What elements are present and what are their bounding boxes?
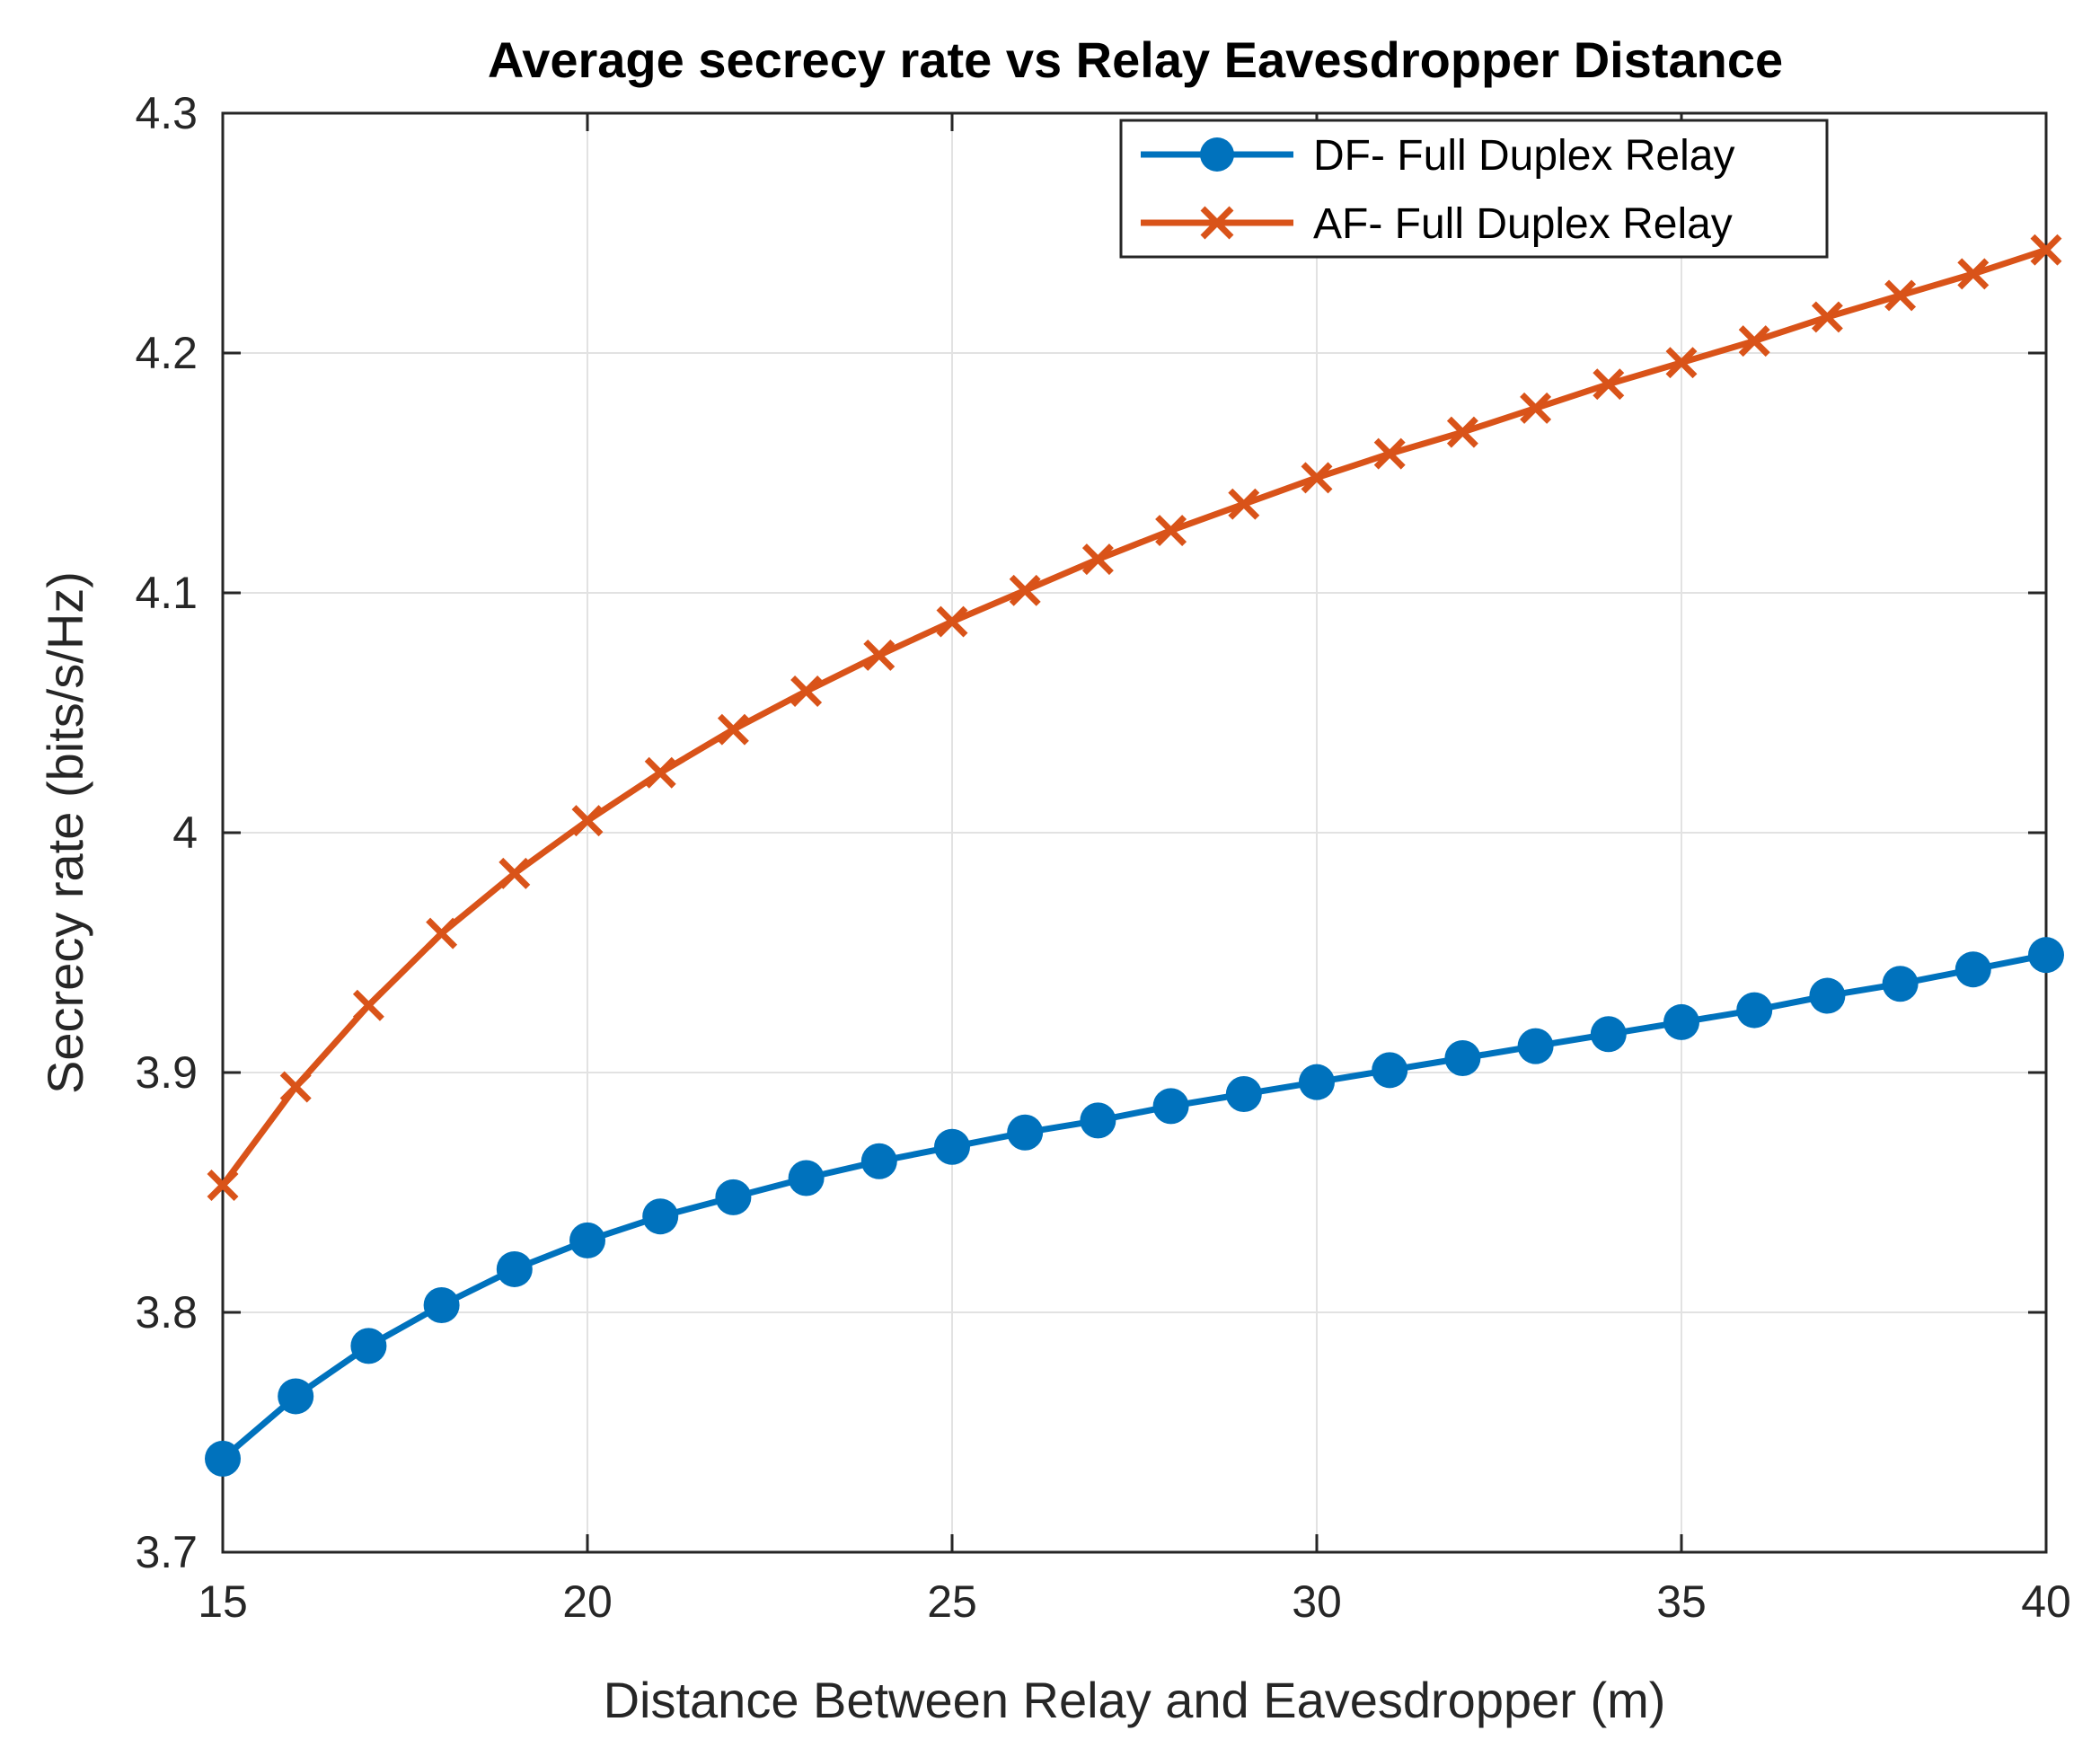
data-point — [1809, 977, 1846, 1014]
data-point — [1957, 258, 1990, 290]
legend-label-af: AF- Full Duplex Relay — [1313, 200, 1733, 248]
axis-ticks: 15 20 25 30 35 40 3.7 3.8 3.9 4 4.1 4.2 4.3 — [135, 88, 2070, 1627]
data-point — [1373, 437, 1406, 470]
data-point — [1736, 992, 1773, 1029]
data-point — [205, 1440, 241, 1477]
y-axis-label: Secrecy rate (bits/s/Hz) — [37, 571, 93, 1094]
x-tick-label: 25 — [927, 1576, 977, 1627]
data-point — [1954, 951, 1991, 988]
data-point — [1811, 301, 1843, 333]
data-point — [1007, 1114, 1044, 1151]
legend-marker-af — [1200, 206, 1234, 240]
data-point — [1152, 1088, 1189, 1125]
y-tick-label: 4 — [172, 808, 198, 858]
series-layer — [205, 234, 2064, 1477]
x-tick-label: 40 — [2021, 1576, 2071, 1627]
data-point — [934, 1128, 970, 1165]
y-tick-label: 4.1 — [135, 568, 198, 618]
y-tick-label: 3.9 — [135, 1047, 198, 1098]
y-tick-label: 3.7 — [135, 1527, 198, 1577]
data-point — [1738, 325, 1770, 358]
data-point — [423, 1286, 460, 1323]
data-point — [642, 1198, 679, 1235]
series-af — [207, 234, 2062, 1201]
data-point — [496, 1250, 533, 1287]
data-point — [1446, 416, 1478, 448]
data-point — [788, 1160, 825, 1196]
data-point — [1590, 1016, 1627, 1053]
chart-title: Average secrecy rate vs Relay Eavesdropp… — [488, 31, 1783, 88]
y-tick-label: 4.2 — [135, 328, 198, 378]
data-point — [1225, 1076, 1262, 1113]
legend-marker-df — [1200, 137, 1234, 172]
data-point — [1080, 1102, 1116, 1139]
legend-label-df: DF- Full Duplex Relay — [1313, 132, 1734, 180]
data-point — [571, 805, 604, 837]
x-axis-label: Distance Between Relay and Eavesdropper … — [604, 1672, 1666, 1728]
data-point — [863, 639, 896, 671]
data-point — [350, 1328, 387, 1364]
data-point — [352, 989, 384, 1021]
legend: DF- Full Duplex Relay AF- Full Duplex Re… — [1119, 119, 1829, 259]
data-point — [1228, 488, 1260, 520]
series-df — [205, 937, 2064, 1477]
data-point — [1520, 392, 1552, 424]
data-point — [1665, 347, 1698, 379]
data-point — [1372, 1052, 1408, 1089]
x-tick-label: 30 — [1292, 1576, 1342, 1627]
data-point — [2028, 937, 2064, 974]
data-point — [790, 675, 823, 707]
x-tick-label: 35 — [1656, 1576, 1707, 1627]
y-tick-label: 4.3 — [135, 88, 198, 138]
data-point — [207, 1170, 239, 1201]
data-point — [1593, 368, 1625, 401]
data-point — [1663, 1003, 1699, 1040]
data-point — [1517, 1028, 1554, 1064]
x-tick-label: 15 — [198, 1576, 248, 1627]
data-point — [936, 605, 968, 638]
data-point — [278, 1378, 314, 1415]
data-point — [1299, 1064, 1335, 1100]
data-point — [569, 1222, 605, 1258]
data-point — [279, 1071, 312, 1103]
data-point — [1155, 515, 1187, 547]
data-point — [1301, 462, 1333, 494]
y-tick-label: 3.8 — [135, 1287, 198, 1338]
data-point — [2030, 234, 2062, 266]
data-point — [1884, 279, 1917, 312]
data-point — [1009, 574, 1041, 606]
data-point — [426, 917, 458, 949]
data-point — [1882, 966, 1919, 1002]
data-point — [1081, 543, 1114, 576]
data-point — [860, 1143, 897, 1179]
data-point — [1444, 1039, 1481, 1076]
data-point — [715, 1179, 752, 1215]
x-tick-label: 20 — [562, 1576, 613, 1627]
data-point — [644, 756, 676, 789]
legend-box — [1119, 119, 1829, 259]
data-point — [717, 713, 749, 746]
data-point — [499, 857, 531, 889]
